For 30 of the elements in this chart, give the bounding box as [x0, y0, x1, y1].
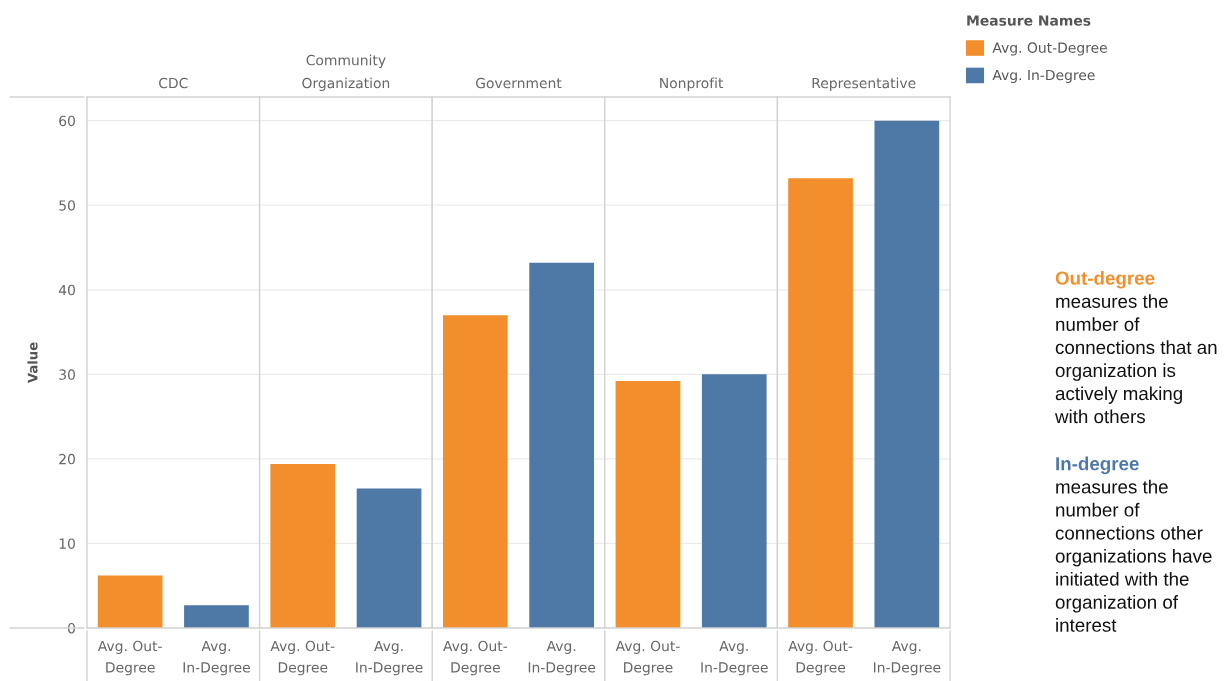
x-tick-label: Avg. In-Degree: [528, 640, 596, 676]
x-tick-label: Avg. Out- Degree: [97, 640, 162, 676]
x-tick-label: Avg. Out- Degree: [270, 640, 335, 676]
x-tick-label: Avg. In-Degree: [183, 640, 250, 676]
chart-title: Government: [475, 77, 562, 89]
chart-title: Representative: [812, 77, 916, 91]
y-tick-label: 50: [59, 200, 75, 211]
y-tick-label: 0: [67, 622, 75, 634]
x-tick-label: Avg. In-Degree: [701, 640, 768, 676]
y-tick-label: 10: [59, 538, 75, 549]
chart-title: Nonprofit: [660, 77, 724, 91]
legend-label: Avg. Out-Degree: [992, 42, 1107, 56]
y-tick-label: 60: [59, 115, 75, 127]
x-tick-label: Avg. In-Degree: [873, 640, 941, 676]
x-tick-label: Avg. Out- Degree: [615, 640, 680, 676]
x-tick-label: Avg. Out- Degree: [788, 640, 853, 676]
x-tick-label: Avg. Out- Degree: [443, 640, 508, 676]
text: Out-degree: [1055, 271, 1155, 289]
text: measures the number of connections that an organization is actively making with others: [1054, 294, 1217, 424]
y-tick-label: 40: [58, 284, 75, 296]
chart-title: CDC: [159, 77, 188, 89]
x-tick-label: Avg. In-Degree: [356, 640, 423, 676]
text: In-degree: [1056, 456, 1139, 475]
text: measures the number of connections other organizations have initiated with the organization of interest: [1055, 479, 1212, 632]
y-tick-label: 20: [59, 453, 75, 465]
legend-title: Measure Names: [967, 15, 1091, 26]
legend-label: Avg. In-Degree: [992, 69, 1095, 83]
y-axis-title: Value: [27, 342, 38, 384]
y-tick-label: 30: [59, 369, 75, 380]
chart-title: Community Organization: [302, 54, 390, 91]
